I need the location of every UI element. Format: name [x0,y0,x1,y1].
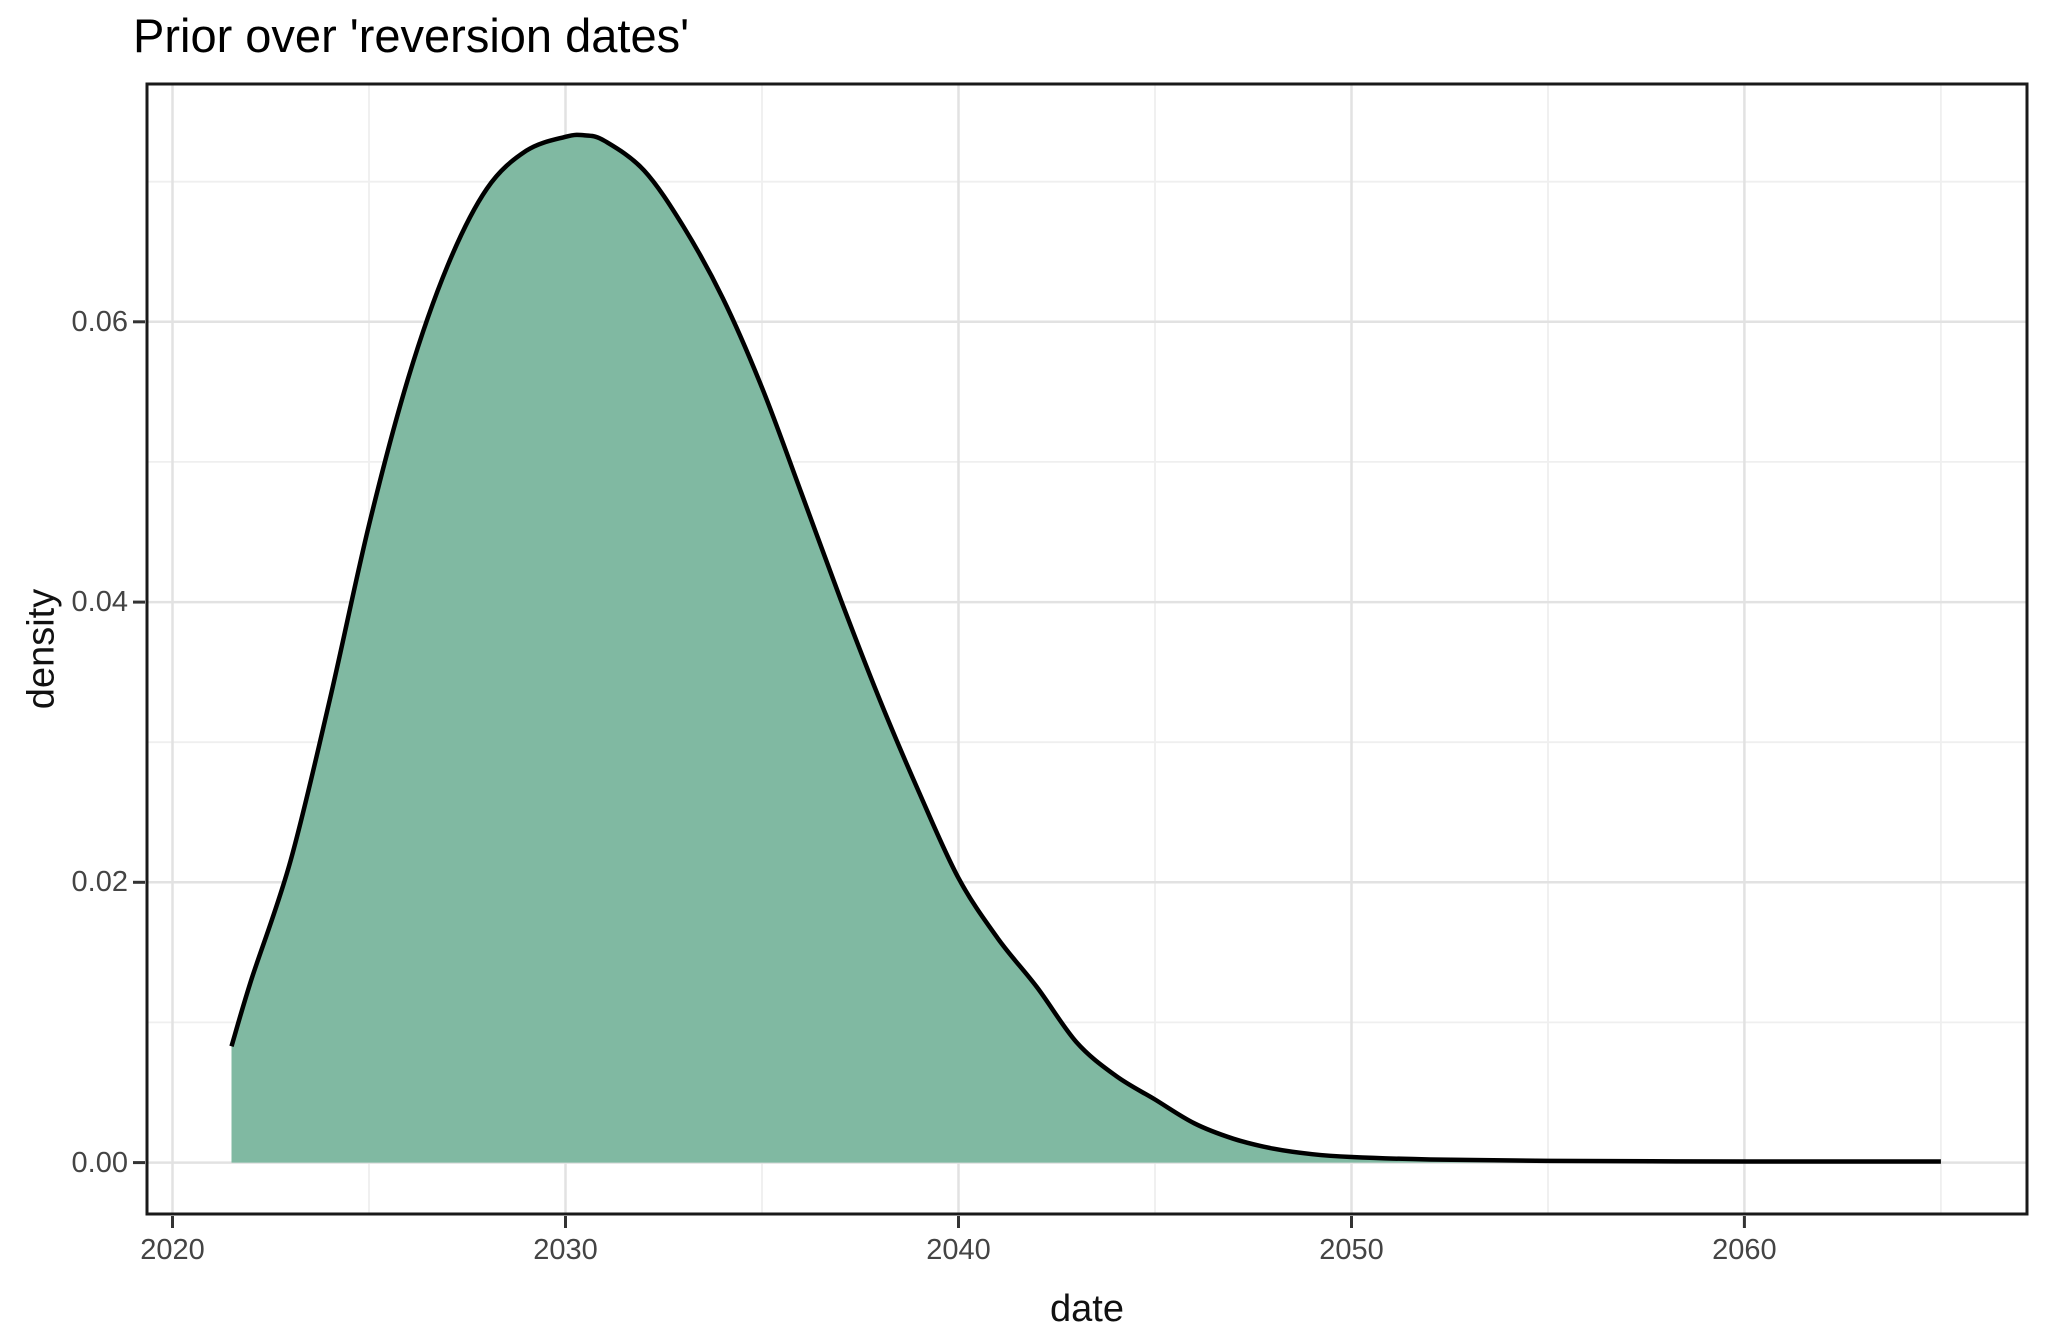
panel-border [145,82,2029,1216]
y-tick-label: 0.04 [71,586,128,619]
plot-title: Prior over 'reversion dates' [133,9,690,62]
x-tick-label: 2060 [1712,1234,1777,1266]
density-curve [229,132,1941,1164]
x-tick-label: 2040 [926,1234,991,1266]
x-tick-label: 2030 [533,1234,598,1266]
x-tick-label: 2020 [140,1234,205,1266]
x-tick-label: 2050 [1319,1234,1384,1266]
y-tick-label: 0.00 [71,1146,128,1179]
y-tick-label: 0.06 [71,305,128,338]
x-axis-title: date [1050,1288,1124,1330]
y-tick-label: 0.02 [71,866,128,899]
density-area [231,134,1941,1163]
